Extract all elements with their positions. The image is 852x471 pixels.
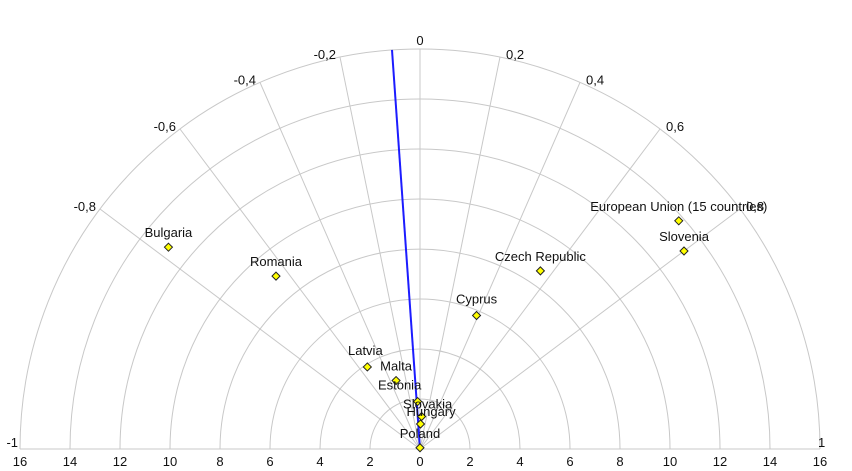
data-point-label: Malta: [380, 359, 413, 374]
grid-spoke: [419, 128, 661, 450]
data-point-marker: [535, 266, 546, 276]
angle-tick-label: 0,6: [666, 119, 684, 134]
polar-grid: [19, 48, 821, 450]
data-point-marker: [674, 216, 684, 226]
data-point-marker: [415, 443, 425, 453]
trend-line-group: [391, 49, 421, 450]
radial-tick-label: 6: [566, 454, 573, 469]
angle-tick-label: 1: [818, 435, 825, 450]
grid-spoke: [419, 208, 741, 450]
data-point-label: Cyprus: [456, 291, 498, 306]
radial-tick-label: 10: [663, 454, 677, 469]
radial-tick-label: 16: [13, 454, 27, 469]
angle-tick-label: -1: [6, 435, 18, 450]
angle-tick-label: 0: [416, 33, 423, 48]
data-point-label: Slovakia: [403, 397, 453, 412]
grid-spoke: [179, 128, 421, 450]
data-point-marker: [471, 310, 482, 321]
data-point-label: Czech Republic: [495, 249, 587, 264]
data-point-label: Romania: [250, 254, 303, 269]
data-point-marker: [412, 396, 423, 407]
angle-tick-label: -0,4: [234, 72, 256, 87]
data-point-label: Slovenia: [659, 229, 710, 244]
tick-labels: -1 -0,8 -0,6 -0,4 -0,2 0 0,2 0,4 0,6 0,8 1 16 14 12 10…: [6, 33, 827, 469]
data-point-label: Estonia: [378, 378, 422, 393]
radial-tick-label: 4: [316, 454, 323, 469]
angle-tick-label: 0,4: [586, 72, 604, 87]
data-point-label: Poland: [400, 426, 440, 441]
radial-tick-label: 2: [366, 454, 373, 469]
data-point-marker: [271, 271, 281, 281]
grid-spoke: [339, 56, 421, 450]
radial-tick-label: 14: [763, 454, 777, 469]
data-point-label: Hungary: [407, 404, 457, 419]
angle-tick-label: 0,8: [746, 199, 764, 214]
angle-tick-label: -0,2: [314, 47, 336, 62]
angle-tick-label: -0,8: [74, 199, 96, 214]
data-point-marker: [362, 362, 373, 372]
angle-tick-label: -0,6: [154, 119, 176, 134]
radial-tick-label: 2: [466, 454, 473, 469]
grid-spoke: [419, 82, 581, 450]
data-point-label: Latvia: [348, 343, 383, 358]
radial-tick-label: 8: [216, 454, 223, 469]
radial-tick-label: 6: [266, 454, 273, 469]
data-point-marker: [679, 246, 689, 256]
grid-spoke: [419, 56, 501, 450]
data-point-label: European Union (15 countries): [590, 199, 767, 214]
grid-spoke: [99, 208, 421, 450]
grid-spoke: [259, 82, 421, 450]
radial-tick-label: 10: [163, 454, 177, 469]
data-point-marker: [391, 375, 401, 386]
data-point-marker: [415, 419, 426, 429]
radial-tick-label: 8: [616, 454, 623, 469]
radial-tick-label: 12: [713, 454, 727, 469]
data-point-marker: [163, 242, 174, 252]
radial-tick-label: 12: [113, 454, 127, 469]
data-point-label: Bulgaria: [145, 225, 193, 240]
radial-tick-label: 14: [63, 454, 77, 469]
trend-line: [391, 49, 421, 450]
angle-tick-label: 0,2: [506, 47, 524, 62]
radial-tick-label: 4: [516, 454, 523, 469]
radial-tick-label: 16: [813, 454, 827, 469]
radial-tick-label: 0: [416, 454, 423, 469]
